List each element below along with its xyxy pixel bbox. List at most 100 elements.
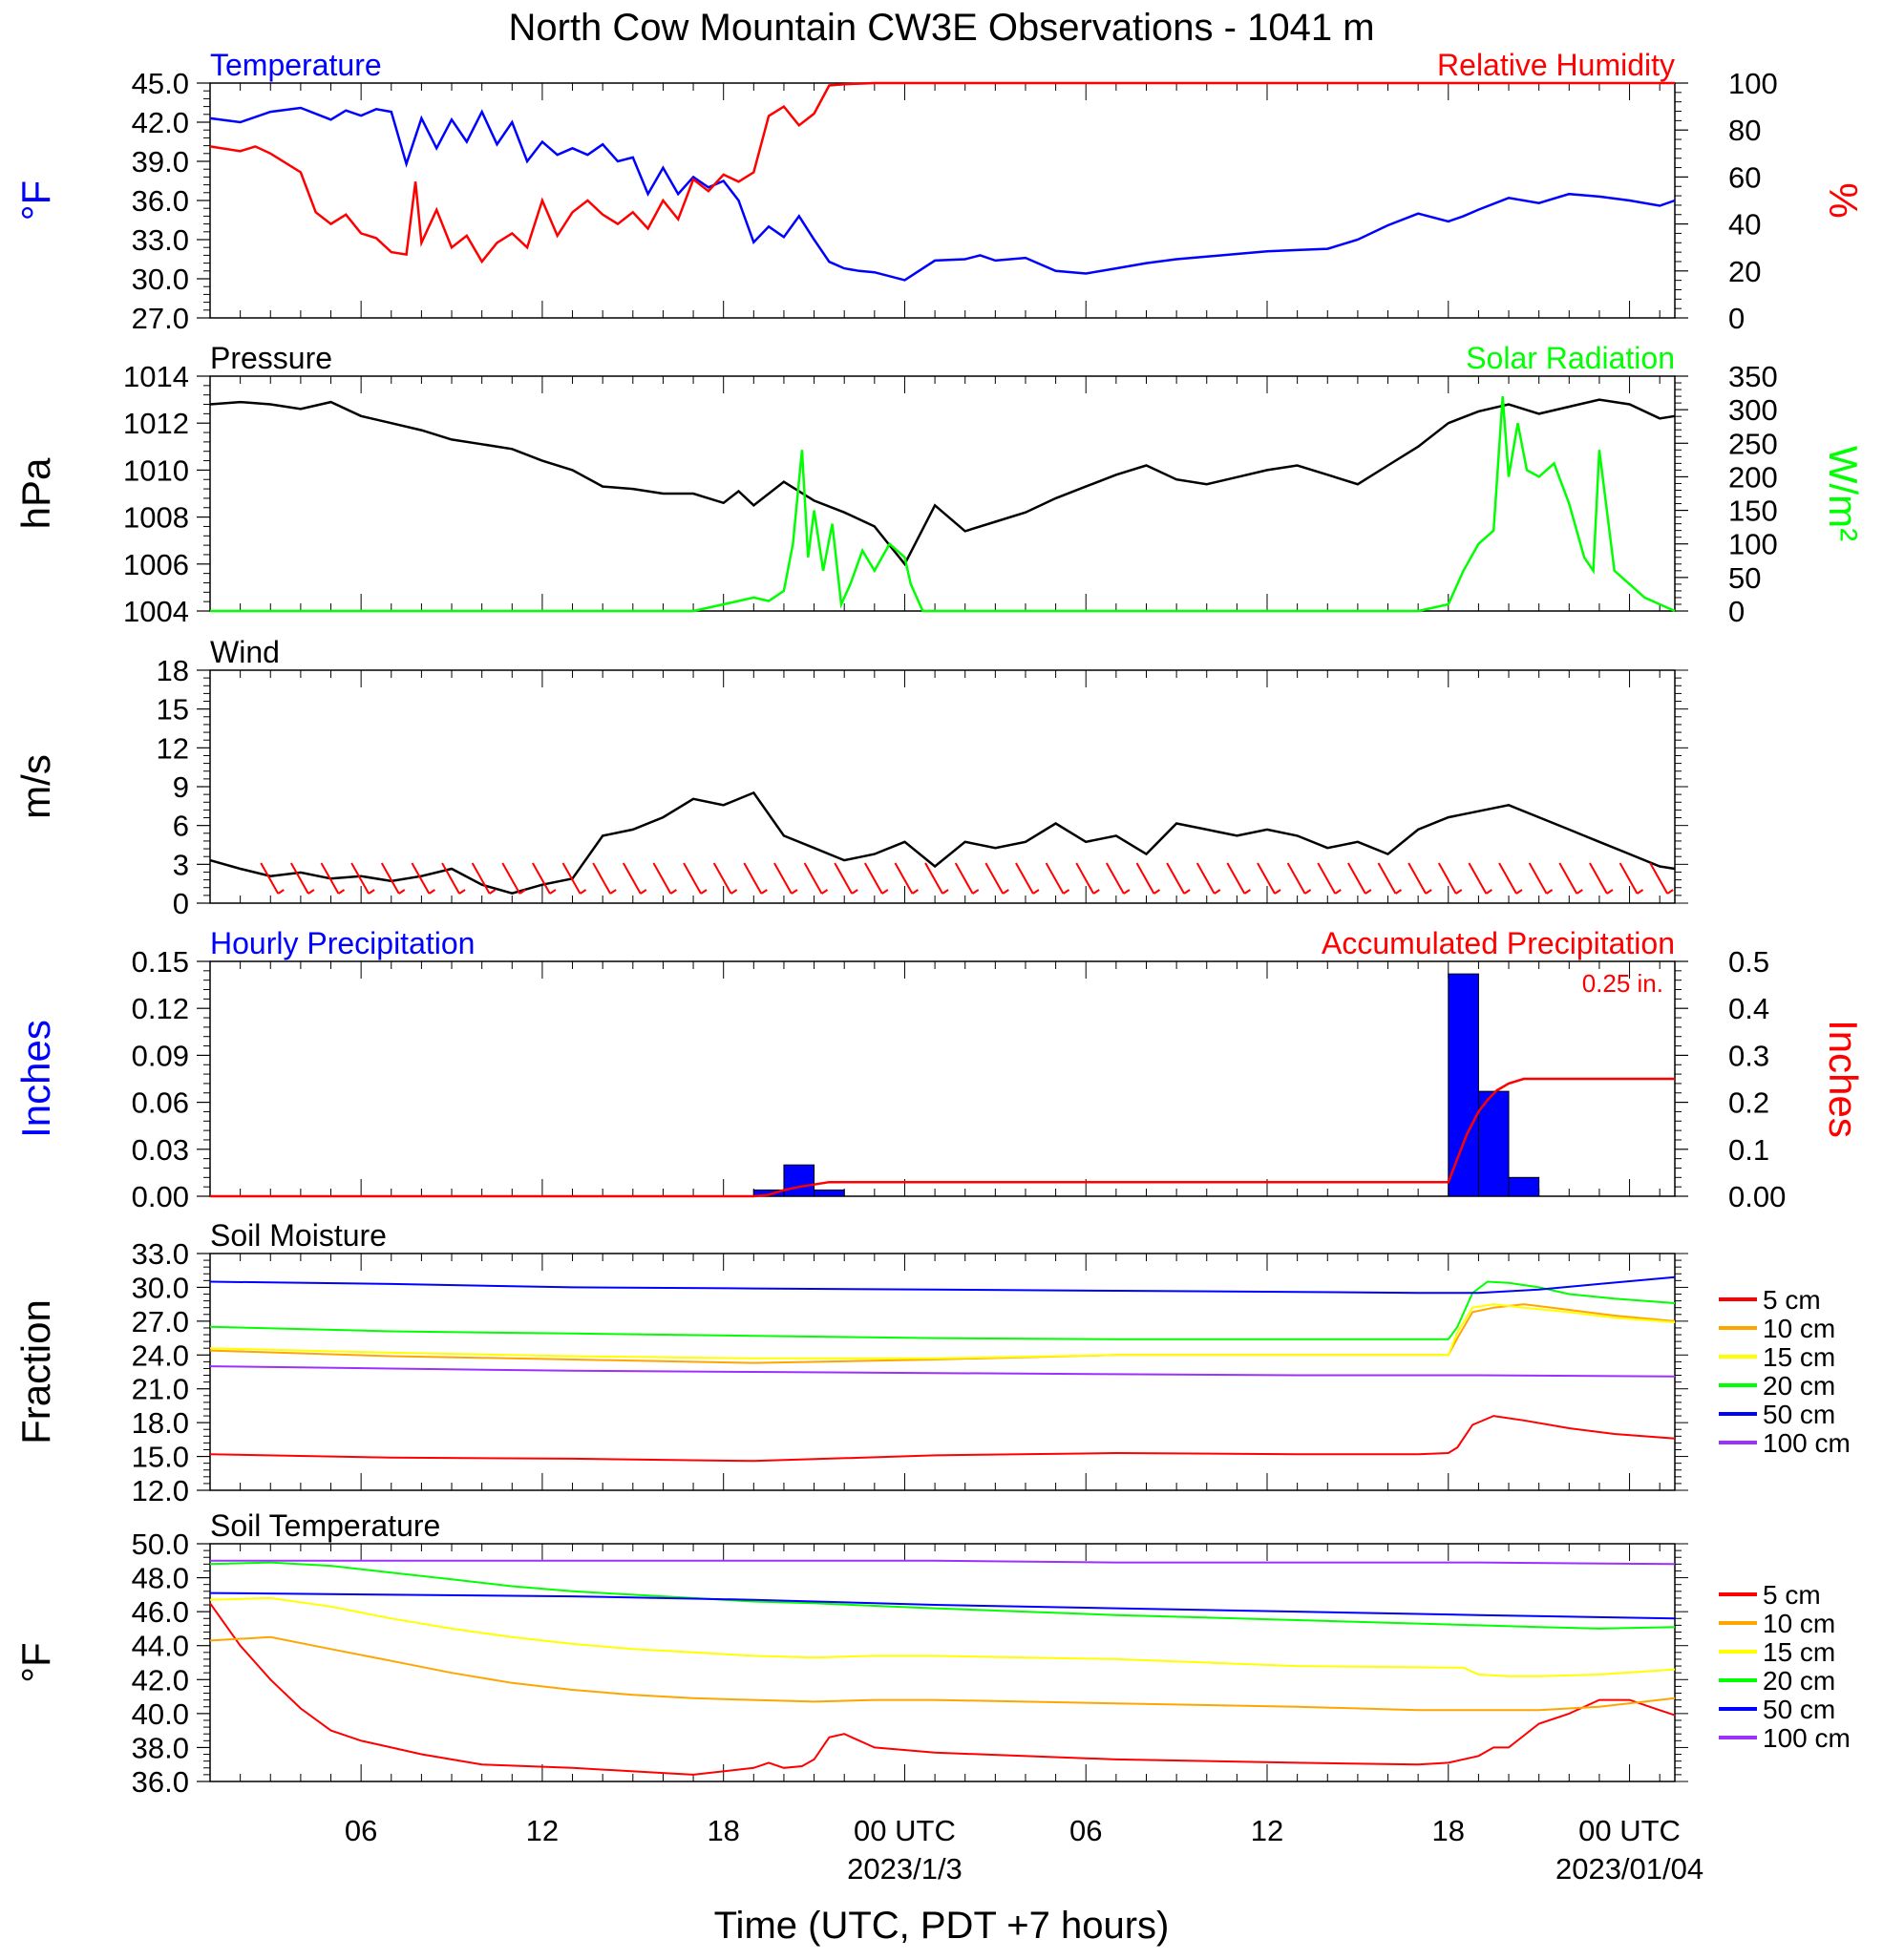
wind-barb-flag (307, 889, 315, 895)
wind-barb-flag (1394, 889, 1403, 895)
y-tick-label-left: 30.0 (132, 263, 189, 296)
wind-barb (260, 862, 280, 895)
wind-barb-flag (1304, 889, 1312, 895)
wind-barb-flag (821, 889, 829, 895)
wind-barb-flag (881, 889, 889, 895)
plot-frame (209, 375, 1676, 612)
y-tick-label-left: 1010 (123, 453, 189, 487)
y-tick-label-right: 0.1 (1728, 1133, 1769, 1167)
wind-barb (1377, 862, 1397, 895)
y-tick-label-right: 50 (1728, 561, 1761, 595)
y-tick-label-left: 1008 (123, 501, 189, 535)
wind-barb-flag (337, 889, 346, 895)
panel-title-left: Wind (210, 635, 280, 669)
y-tick-label-right: 60 (1728, 160, 1761, 194)
wind-barb-flag (1666, 889, 1674, 895)
wind-barb-flag (1214, 889, 1221, 895)
x-tick-label: 12 (526, 1814, 559, 1847)
wind-barb-flag (760, 889, 768, 895)
wind-barb-flag (1092, 889, 1100, 895)
y-tick-label-right: 250 (1728, 427, 1778, 460)
wind-barb (1195, 862, 1216, 895)
wind-barb (1619, 862, 1639, 895)
y-tick-label-left: 0.03 (132, 1133, 189, 1167)
wind-barb-flag (1183, 889, 1191, 895)
wind-barb-flag (1485, 889, 1492, 895)
y-tick-label-right: 100 (1728, 528, 1778, 561)
y-axis-title-left: °F (13, 1642, 58, 1682)
wind-barb (592, 862, 612, 895)
y-tick-label-left: 39.0 (132, 145, 189, 179)
wind-barb (1045, 862, 1065, 895)
wind-barb (1317, 862, 1337, 895)
wind-barb (984, 862, 1005, 895)
series-line-solar-radiation (210, 396, 1676, 613)
legend-label: 15 cm (1763, 1342, 1835, 1372)
y-tick-label-right: 0.5 (1728, 945, 1769, 979)
plot-frame (209, 82, 1676, 319)
wind-barb-flag (911, 889, 920, 895)
wind-barb (712, 862, 732, 895)
legend-label: 15 cm (1763, 1637, 1835, 1667)
legend-label: 10 cm (1763, 1314, 1835, 1343)
legend-label: 20 cm (1763, 1666, 1835, 1696)
series-line-relative-humidity (209, 81, 1675, 264)
y-tick-label-left: 18.0 (132, 1406, 189, 1440)
y-tick-label-left: 24.0 (132, 1338, 189, 1372)
precip-bar (1477, 1090, 1510, 1197)
y-tick-label-left: 36.0 (132, 1765, 189, 1799)
x-tick-label: 12 (1251, 1814, 1283, 1847)
y-axis-title-left: Fraction (13, 1299, 58, 1444)
y-tick-label-right: 150 (1728, 495, 1778, 528)
wind-barb (834, 862, 854, 895)
wind-barb (561, 862, 582, 895)
y-tick-label-left: 50.0 (132, 1528, 189, 1561)
series-line-50-cm (209, 1591, 1676, 1620)
wind-barb (1105, 862, 1125, 895)
x-date-label: 2023/1/3 (847, 1852, 963, 1886)
series-line-5-cm (209, 1602, 1676, 1776)
y-tick-label-left: 0.15 (132, 945, 189, 979)
panel-title-right: Relative Humidity (1437, 48, 1675, 82)
series-line-100-cm (210, 1559, 1676, 1566)
legend-label: 50 cm (1763, 1400, 1835, 1429)
y-tick-label-left: 27.0 (132, 302, 189, 335)
plot-frame (209, 669, 1676, 904)
wind-barb (1528, 862, 1548, 895)
wind-barb (532, 862, 551, 895)
series-line-5-cm (209, 1415, 1676, 1463)
x-axis-label: Time (UTC, PDT +7 hours) (714, 1905, 1170, 1947)
panel-title-left: Hourly Precipitation (210, 926, 475, 960)
y-tick-label-left: 42.0 (132, 1663, 189, 1697)
wind-barb (1166, 862, 1185, 895)
wind-barb-flag (1002, 889, 1009, 895)
y-tick-label-right: 350 (1728, 360, 1778, 393)
wind-barb-flag (1365, 889, 1372, 895)
wind-barb (683, 862, 702, 895)
panel-title-left: Soil Temperature (210, 1508, 440, 1543)
precip-total-annotation: 0.25 in. (1582, 969, 1663, 998)
y-tick-label-left: 42.0 (132, 106, 189, 139)
y-tick-label-left: 15 (157, 693, 189, 727)
wind-barb-flag (489, 889, 497, 895)
wind-barb (652, 862, 672, 895)
wind-barb (803, 862, 823, 895)
wind-barb-flag (972, 889, 980, 895)
wind-barb-flag (1153, 889, 1161, 895)
y-tick-label-right: 20 (1728, 255, 1761, 288)
legend-label: 100 cm (1763, 1428, 1851, 1458)
y-tick-label-right: 300 (1728, 393, 1778, 427)
y-axis-title-left: hPa (13, 457, 58, 529)
y-axis-title-left: °F (13, 180, 58, 221)
panel-precipitation: 0.15 0.12 0.09 0.06 0.03 0.00 0.5 0.4 0.3 0.2 0.1 0… (13, 926, 1866, 1213)
wind-barb (1015, 862, 1034, 895)
wind-barb-flag (1425, 889, 1432, 895)
y-tick-label-left: 0 (173, 887, 189, 920)
wind-barb (290, 862, 309, 895)
wind-barb-flag (1546, 889, 1554, 895)
y-tick-label-right: 40 (1728, 208, 1761, 242)
wind-barb (1437, 862, 1457, 895)
panel-soil-temperature: 50.048.046.044.042.040.038.036.0 Soil Tem… (13, 1508, 1851, 1799)
y-axis-title-left: Inches (13, 1020, 58, 1138)
panel-temperature-rh: 45.0 42.0 39.0 36.0 33.0 30.0 27.0 100 80 60 40 20 0… (13, 48, 1866, 335)
